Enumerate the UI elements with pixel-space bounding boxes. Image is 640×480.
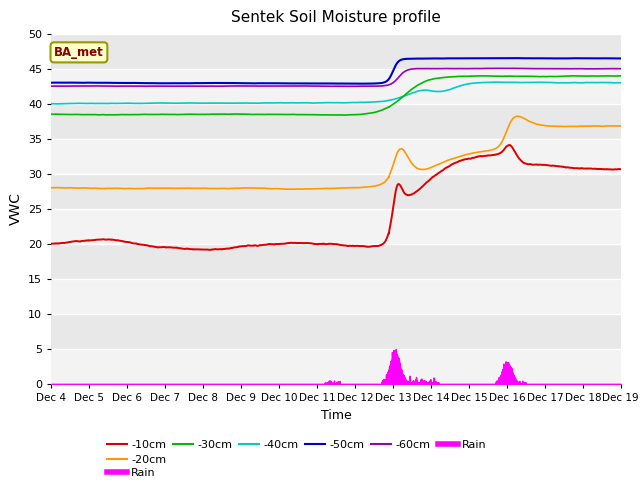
Bar (51, 279, 621, 314)
Bar (51, 69, 621, 104)
Text: BA_met: BA_met (54, 46, 104, 59)
Bar (51, 349, 621, 384)
X-axis label: Time: Time (321, 408, 351, 421)
Title: Sentek Soil Moisture profile: Sentek Soil Moisture profile (231, 11, 441, 25)
Bar (51, 139, 621, 174)
Legend: Rain: Rain (102, 463, 160, 480)
Bar (51, 209, 621, 244)
Y-axis label: VWC: VWC (8, 192, 22, 225)
